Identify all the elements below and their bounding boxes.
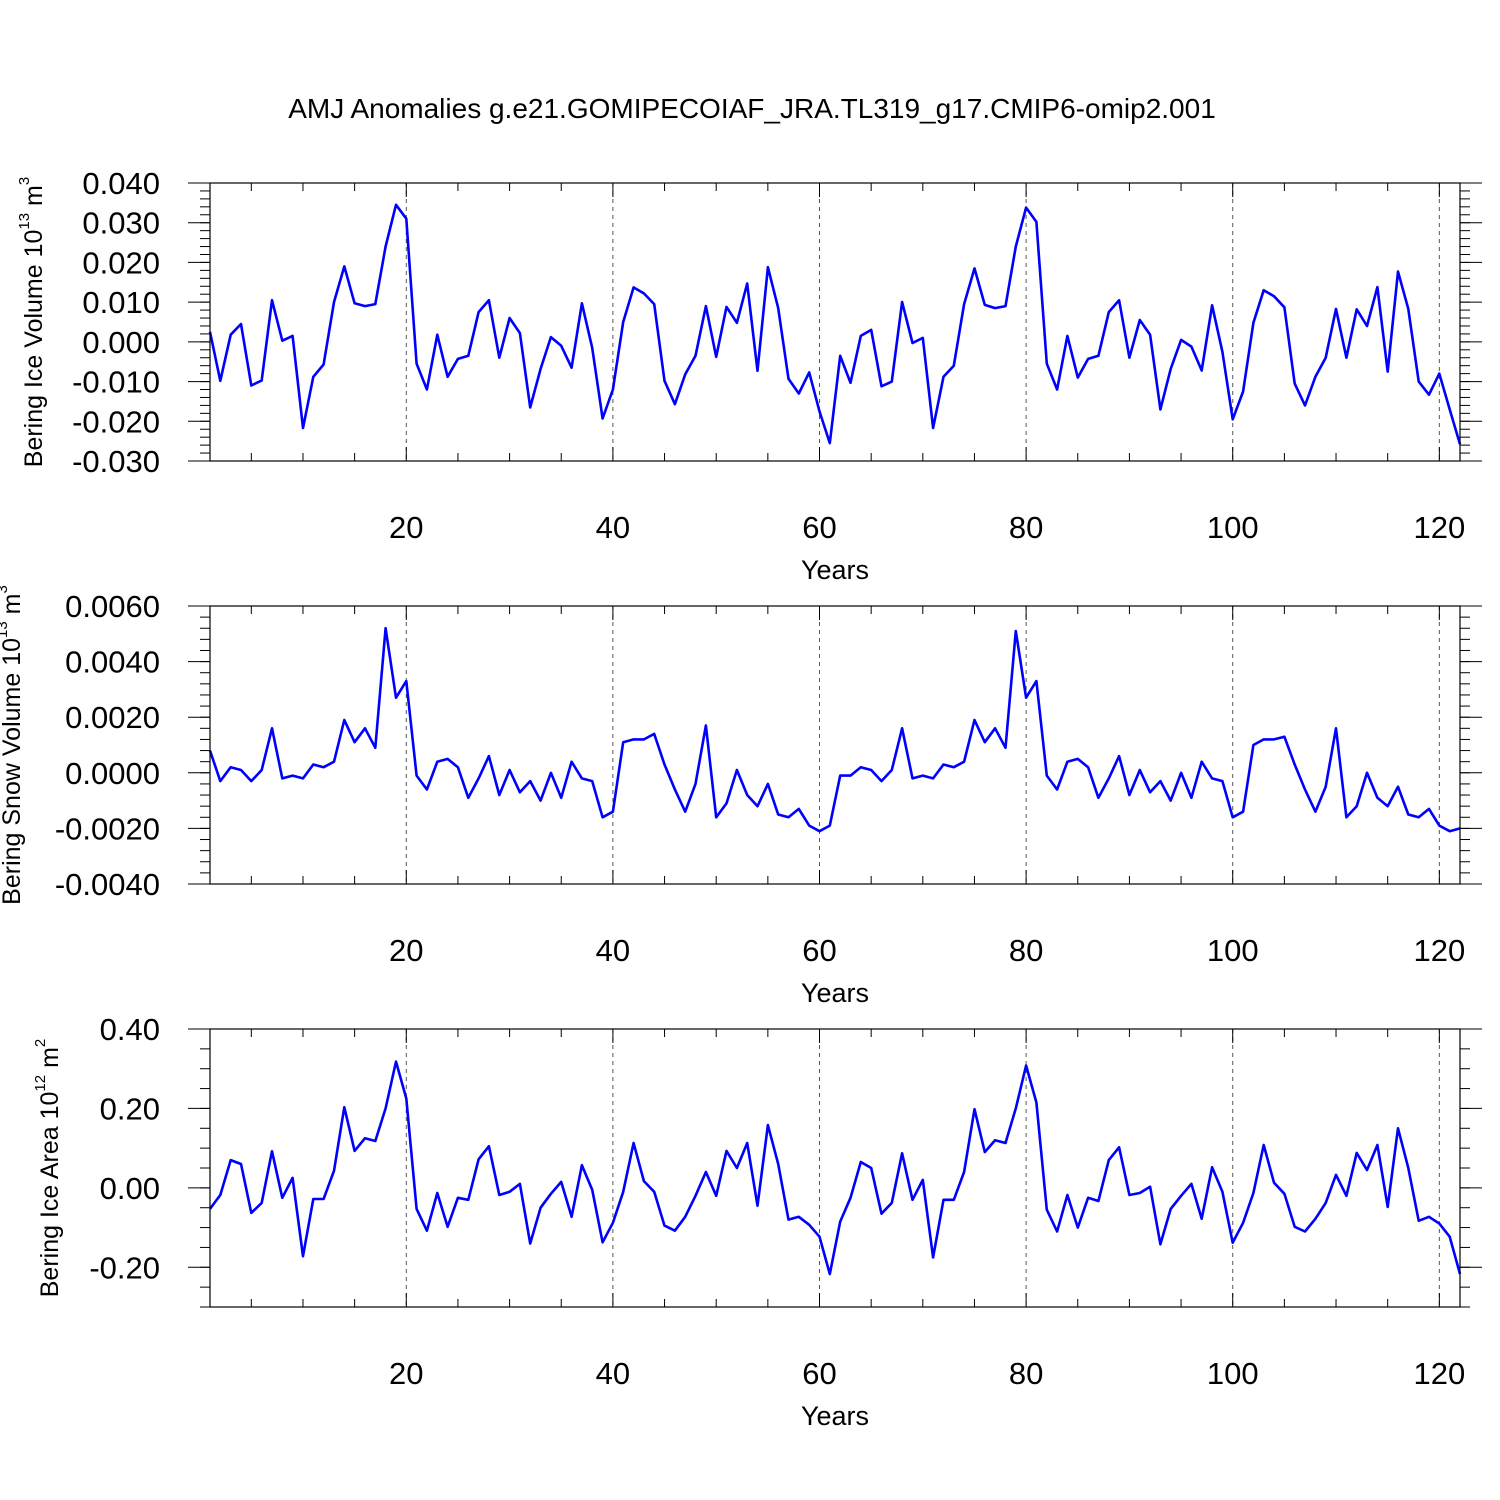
y-tick-label: 0.00 [100, 1171, 160, 1206]
y-tick-label: 0.0000 [65, 756, 160, 791]
y-axis-label-ylabel-main: Bering Snow Volume 10 [0, 638, 26, 905]
y-tick-label: 0.010 [82, 285, 160, 320]
plot-frame [209, 182, 1461, 462]
x-tick-label: 20 [389, 933, 423, 968]
x-tick-label: 80 [1009, 933, 1043, 968]
y-tick-label: -0.030 [72, 444, 160, 479]
y-axis-label-ylabel-unit-exp: 3 [0, 585, 11, 593]
x-tick-label: 120 [1413, 933, 1465, 968]
y-tick-label: 0.000 [82, 325, 160, 360]
y-axis-label: Bering Ice Area 1012 m2 [32, 1039, 65, 1298]
x-tick-label: 40 [596, 510, 630, 545]
y-tick-label: -0.20 [89, 1250, 160, 1285]
y-axis-label: Bering Ice Volume 1013 m3 [16, 177, 49, 467]
y-tick-label: -0.0040 [55, 867, 160, 902]
y-tick-label: -0.0020 [55, 811, 160, 846]
data-line-ice-volume [208, 203, 1462, 445]
y-axis-label-ylabel-main: Bering Ice Volume 10 [20, 230, 48, 468]
x-tick-label: 120 [1413, 510, 1465, 545]
figure-title: AMJ Anomalies g.e21.GOMIPECOIAF_JRA.TL31… [288, 93, 1216, 124]
x-tick-label: 100 [1207, 510, 1259, 545]
x-tick-label: 120 [1413, 1356, 1465, 1391]
y-tick-label: 0.0040 [65, 645, 160, 680]
y-tick-label: 0.030 [82, 206, 160, 241]
y-axis-label-ylabel-exp: 13 [16, 213, 33, 230]
x-tick-label: 20 [389, 1356, 423, 1391]
y-tick-label: 0.20 [100, 1091, 160, 1126]
x-tick-label: 100 [1207, 933, 1259, 968]
y-axis-label: Bering Snow Volume 1013 m3 [0, 585, 26, 905]
y-axis-label-ylabel-unit: m [0, 594, 26, 622]
x-tick-label: 60 [802, 933, 836, 968]
x-axis-label: Years [801, 1401, 869, 1431]
y-tick-label: 0.020 [82, 245, 160, 280]
plot-frame [209, 1028, 1461, 1308]
chart-panel-ice-area: 20 40 60 80 100 120 -0.20 0.00 0.20 0.40 Years Beri… [32, 1012, 1482, 1431]
y-tick-label: 0.0060 [65, 589, 160, 624]
x-axis-label: Years [801, 978, 869, 1008]
y-tick-label: -0.010 [72, 365, 160, 400]
y-axis-label-ylabel-exp: 12 [32, 1075, 49, 1092]
y-axis-label-ylabel-exp: 13 [0, 621, 11, 638]
plot-frame [209, 605, 1461, 885]
x-tick-label: 60 [802, 510, 836, 545]
x-tick-label: 40 [596, 933, 630, 968]
x-tick-label: 80 [1009, 510, 1043, 545]
x-tick-label: 100 [1207, 1356, 1259, 1391]
x-tick-label: 80 [1009, 1356, 1043, 1391]
x-axis-label: Years [801, 555, 869, 585]
data-line-snow-volume [208, 626, 1461, 833]
chart-panel-snow-volume: 20 40 60 80 100 120 -0.0040 -0.0020 0.0000 0.0020… [0, 585, 1482, 1008]
y-tick-label: 0.0020 [65, 700, 160, 735]
y-tick-label: 0.040 [82, 166, 160, 201]
data-line-ice-area [208, 1060, 1462, 1276]
y-axis-label-ylabel-unit: m [36, 1047, 64, 1075]
chart-panel-ice-volume: 20 40 60 80 100 120 -0.030 -0.020 -0.010 0.000 0.0… [16, 166, 1482, 585]
panels: 20 40 60 80 100 120 -0.030 -0.020 -0.010 0.000 0.0… [0, 166, 1482, 1431]
y-tick-label: -0.020 [72, 404, 160, 439]
x-tick-label: 40 [596, 1356, 630, 1391]
x-tick-label: 60 [802, 1356, 836, 1391]
y-axis-label-ylabel-unit-exp: 2 [32, 1039, 49, 1047]
y-tick-label: 0.40 [100, 1012, 160, 1047]
x-tick-label: 20 [389, 510, 423, 545]
y-axis-label-ylabel-unit-exp: 3 [16, 177, 33, 185]
y-axis-label-ylabel-main: Bering Ice Area 10 [36, 1092, 64, 1298]
y-axis-label-ylabel-unit: m [20, 185, 48, 213]
